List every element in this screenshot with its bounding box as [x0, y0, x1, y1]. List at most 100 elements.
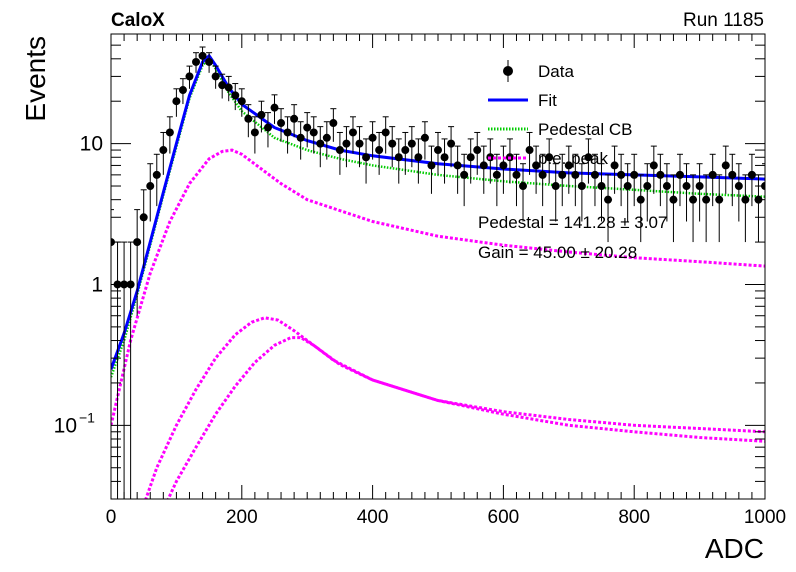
- data-point: [211, 72, 220, 81]
- data-point: [519, 182, 528, 191]
- data-point: [198, 51, 207, 60]
- data-point: [649, 161, 658, 170]
- data-point: [610, 161, 619, 170]
- x-tick-label: 1000: [744, 507, 786, 528]
- data-point: [348, 128, 357, 137]
- data-point: [636, 195, 645, 204]
- data-point: [290, 114, 299, 123]
- data-point: [152, 170, 161, 179]
- data-point: [747, 170, 756, 179]
- x-axis-title: ADC: [705, 533, 764, 564]
- y-tick-exponent: −1: [79, 409, 95, 425]
- data-point: [590, 170, 599, 179]
- data-point: [427, 161, 436, 170]
- data-point: [708, 170, 717, 179]
- data-point: [172, 97, 181, 106]
- data-point: [263, 123, 272, 132]
- data-point: [139, 213, 148, 222]
- data-point: [401, 146, 410, 155]
- data-point: [564, 161, 573, 170]
- x-tick-label: 600: [488, 507, 520, 528]
- data-point: [250, 128, 259, 137]
- x-tick-label: 400: [357, 507, 389, 528]
- data-point: [702, 195, 711, 204]
- data-point: [244, 114, 253, 123]
- data-point: [146, 182, 155, 191]
- data-point: [675, 170, 684, 179]
- header-right-label: Run 1185: [683, 10, 764, 31]
- data-point: [669, 195, 678, 204]
- data-point: [231, 91, 240, 100]
- data-point: [689, 195, 698, 204]
- data-point: [721, 161, 730, 170]
- plot-area: [111, 46, 765, 499]
- data-point: [499, 161, 508, 170]
- data-point: [466, 153, 475, 162]
- data-point: [309, 128, 318, 137]
- legend: Data Fit Pedestal CB p.e. peak: [488, 60, 633, 168]
- data-point: [656, 170, 665, 179]
- data-point: [551, 182, 560, 191]
- data-point: [185, 72, 194, 81]
- data-point: [630, 170, 639, 179]
- data-point: [538, 170, 547, 179]
- data-point: [734, 182, 743, 191]
- legend-label: p.e. peak: [538, 149, 608, 168]
- x-tick-label: 200: [226, 507, 258, 528]
- data-point: [257, 110, 266, 119]
- data-point: [414, 153, 423, 162]
- data-point: [322, 133, 331, 142]
- data-point: [617, 170, 626, 179]
- data-point: [381, 128, 390, 137]
- data-point: [407, 139, 416, 148]
- data-point: [178, 86, 187, 95]
- data-point: [205, 57, 214, 66]
- data-point: [388, 139, 397, 148]
- data-point: [728, 170, 737, 179]
- data-point: [329, 119, 338, 128]
- legend-label: Data: [538, 62, 574, 81]
- data-point: [355, 139, 364, 148]
- data-point: [525, 146, 534, 155]
- pe-peak-curve-2: [144, 316, 765, 499]
- pe-peak-curve-3: [166, 336, 765, 499]
- data-point: [296, 133, 305, 142]
- data-point: [192, 57, 201, 66]
- header-left-label: CaloX: [111, 10, 165, 31]
- data-point: [420, 133, 429, 142]
- data-point: [453, 161, 462, 170]
- pe-peak-curve-1: [111, 148, 765, 426]
- data-point: [447, 139, 456, 148]
- data-point: [159, 146, 168, 155]
- y-tick-label: 10: [54, 414, 77, 437]
- data-point: [237, 97, 246, 106]
- data-point: [277, 119, 286, 128]
- data-point: [316, 139, 325, 148]
- data-point: [440, 153, 449, 162]
- data-point: [492, 170, 501, 179]
- annotation-pedestal: Pedestal = 141.28 ± 3.07: [478, 213, 667, 232]
- data-point: [545, 153, 554, 162]
- data-point: [165, 128, 174, 137]
- legend-label: Pedestal CB: [538, 120, 633, 139]
- data-point: [218, 81, 227, 90]
- legend-data-marker: [503, 66, 513, 76]
- data-point: [270, 103, 279, 112]
- x-tick-label: 800: [618, 507, 650, 528]
- data-point: [597, 182, 606, 191]
- data-point: [303, 123, 312, 132]
- data-point: [512, 170, 521, 179]
- data-point: [394, 153, 403, 162]
- data-point: [715, 195, 724, 204]
- data-point: [362, 153, 371, 162]
- y-tick-label: 1: [91, 273, 103, 296]
- data-point: [375, 146, 384, 155]
- x-tick-label: 0: [106, 507, 117, 528]
- legend-label: Fit: [538, 91, 557, 110]
- data-point: [643, 182, 652, 191]
- data-point: [682, 182, 691, 191]
- data-point: [571, 170, 580, 179]
- data-point: [604, 195, 613, 204]
- y-axis-title: Events: [20, 36, 51, 122]
